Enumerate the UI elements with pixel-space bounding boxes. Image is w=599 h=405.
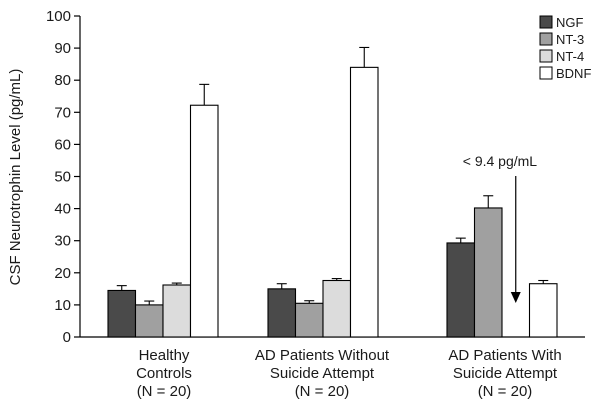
y-tick-label: 70 [54,104,71,121]
x-tick-label: Suicide Attempt [270,365,375,382]
legend-label-nt-4: NT-4 [556,49,584,64]
x-tick-label: (N = 20) [137,383,192,400]
x-tick-label: (N = 20) [295,383,350,400]
x-tick-label: AD Patients With [448,347,561,364]
x-tick-label: Healthy [139,347,190,364]
y-axis-label: CSF Neurotrophin Level (pg/mL) [7,69,24,286]
bar-bdnf [189,104,219,338]
y-tick-label: 0 [63,329,71,346]
legend-swatch-nt-3 [539,32,553,46]
bar-nt-4 [322,279,352,338]
legend-swatch-ngf [539,15,553,29]
bar-nt-3 [294,302,324,338]
y-tick-label: 20 [54,265,71,282]
annotation-arrow-head [510,292,521,303]
bar-bdnf [349,66,379,338]
bar-ngf [107,289,137,338]
x-tick-label: Controls [136,365,192,382]
legend-label-bdnf: BDNF [556,66,591,81]
legend-label-nt-3: NT-3 [556,32,584,47]
annotation-label: < 9.4 pg/mL [463,153,538,169]
y-tick-label: 90 [54,40,71,57]
bar-nt-3 [473,207,503,338]
annotation: < 9.4 pg/mL [463,153,538,303]
legend-swatch-nt-4 [539,49,553,63]
y-tick-label: 80 [54,72,71,89]
x-tick-label: (N = 20) [478,383,533,400]
bar-bdnf [528,283,558,338]
legend: NGF NT-3 NT-4 BDNF [539,15,591,81]
x-tick-label: AD Patients Without [255,347,390,364]
y-axis: 0 10 20 30 40 50 60 70 80 90 100 [46,8,81,346]
bar-nt-4 [162,284,192,338]
x-tick-label: Suicide Attempt [453,365,558,382]
y-tick-label: 50 [54,169,71,186]
bars [107,46,558,338]
y-tick-label: 100 [46,8,71,25]
y-tick-label: 40 [54,201,71,218]
legend-label-ngf: NGF [556,15,584,30]
legend-swatch-bdnf [539,66,553,80]
y-tick-label: 30 [54,233,71,250]
y-tick-label: 60 [54,136,71,153]
y-tick-label: 10 [54,297,71,314]
bar-ngf [267,288,297,338]
bar-ngf [446,242,476,338]
bar-nt-3 [134,304,164,338]
